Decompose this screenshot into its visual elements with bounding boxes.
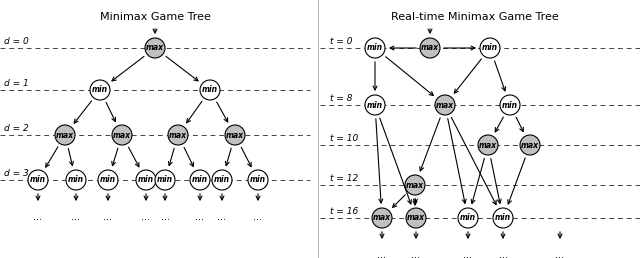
- Text: ...: ...: [412, 250, 420, 258]
- Text: max: max: [146, 44, 164, 52]
- Text: max: max: [169, 131, 187, 140]
- Circle shape: [145, 38, 165, 58]
- Circle shape: [500, 95, 520, 115]
- Circle shape: [406, 208, 426, 228]
- Text: max: max: [521, 141, 539, 149]
- Text: min: min: [92, 85, 108, 94]
- Text: max: max: [406, 181, 424, 189]
- Text: d = 2: d = 2: [4, 124, 29, 133]
- Text: ...: ...: [141, 212, 150, 222]
- Text: ...: ...: [378, 250, 387, 258]
- Circle shape: [212, 170, 232, 190]
- Text: min: min: [367, 101, 383, 109]
- Text: max: max: [479, 141, 497, 149]
- Text: ...: ...: [499, 250, 508, 258]
- Text: ...: ...: [72, 212, 81, 222]
- Text: min: min: [138, 175, 154, 184]
- Circle shape: [420, 38, 440, 58]
- Circle shape: [458, 208, 478, 228]
- Circle shape: [28, 170, 48, 190]
- Circle shape: [365, 95, 385, 115]
- Circle shape: [365, 38, 385, 58]
- Circle shape: [200, 80, 220, 100]
- Text: min: min: [460, 214, 476, 222]
- Text: ...: ...: [33, 212, 42, 222]
- Circle shape: [493, 208, 513, 228]
- Text: ...: ...: [218, 212, 227, 222]
- Text: ...: ...: [253, 212, 262, 222]
- Circle shape: [372, 208, 392, 228]
- Circle shape: [435, 95, 455, 115]
- Text: min: min: [192, 175, 208, 184]
- Circle shape: [405, 175, 425, 195]
- Text: max: max: [436, 101, 454, 109]
- Circle shape: [225, 125, 245, 145]
- Text: min: min: [367, 44, 383, 52]
- Circle shape: [155, 170, 175, 190]
- Circle shape: [190, 170, 210, 190]
- Text: min: min: [30, 175, 46, 184]
- Text: ...: ...: [556, 250, 564, 258]
- Text: max: max: [56, 131, 74, 140]
- Text: t = 12: t = 12: [330, 174, 358, 183]
- Text: ...: ...: [161, 212, 170, 222]
- Text: max: max: [407, 214, 425, 222]
- Text: max: max: [421, 44, 439, 52]
- Circle shape: [480, 38, 500, 58]
- Circle shape: [168, 125, 188, 145]
- Circle shape: [136, 170, 156, 190]
- Circle shape: [248, 170, 268, 190]
- Text: max: max: [373, 214, 391, 222]
- Circle shape: [478, 135, 498, 155]
- Text: d = 3: d = 3: [4, 169, 29, 178]
- Circle shape: [520, 135, 540, 155]
- Text: ...: ...: [195, 212, 205, 222]
- Text: min: min: [495, 214, 511, 222]
- Circle shape: [55, 125, 75, 145]
- Text: max: max: [113, 131, 131, 140]
- Text: min: min: [482, 44, 498, 52]
- Text: max: max: [226, 131, 244, 140]
- Text: Minimax Game Tree: Minimax Game Tree: [100, 12, 211, 22]
- Text: min: min: [68, 175, 84, 184]
- Text: min: min: [157, 175, 173, 184]
- Circle shape: [66, 170, 86, 190]
- Text: min: min: [502, 101, 518, 109]
- Text: ...: ...: [104, 212, 113, 222]
- Text: t = 0: t = 0: [330, 37, 353, 46]
- Text: min: min: [250, 175, 266, 184]
- Circle shape: [98, 170, 118, 190]
- Text: t = 8: t = 8: [330, 94, 353, 103]
- Text: t = 16: t = 16: [330, 207, 358, 216]
- Text: min: min: [202, 85, 218, 94]
- Text: d = 1: d = 1: [4, 79, 29, 88]
- Circle shape: [112, 125, 132, 145]
- Circle shape: [90, 80, 110, 100]
- Text: t = 10: t = 10: [330, 134, 358, 143]
- Text: Real-time Minimax Game Tree: Real-time Minimax Game Tree: [391, 12, 559, 22]
- Text: min: min: [214, 175, 230, 184]
- Text: min: min: [100, 175, 116, 184]
- Text: ...: ...: [463, 250, 472, 258]
- Text: d = 0: d = 0: [4, 37, 29, 46]
